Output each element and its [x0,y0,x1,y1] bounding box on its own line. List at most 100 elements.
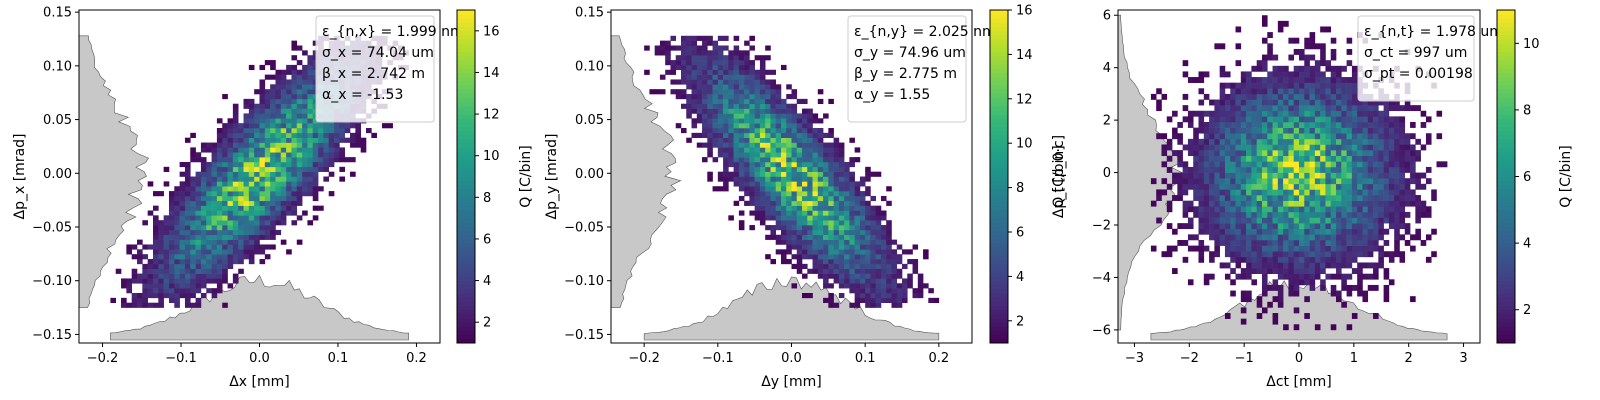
histogram-bin [886,249,892,255]
histogram-bin [891,254,898,260]
histogram-bin [1373,245,1379,252]
colorbar-segment [990,76,1008,82]
histogram-bin [248,157,255,163]
histogram-bin [1246,99,1252,106]
histogram-bin [1283,71,1289,78]
histogram-bin [1214,116,1220,123]
histogram-bin [227,195,234,202]
histogram-bin [780,98,787,105]
histogram-bin [307,108,314,114]
histogram-bin [1299,150,1305,157]
histogram-bin [259,123,266,129]
histogram-bin [807,186,813,192]
colorbar-segment [1497,330,1515,336]
histogram-bin [1336,93,1342,100]
histogram-bin [833,186,840,192]
histogram-bin [190,191,196,197]
histogram-bin [686,74,692,80]
histogram-bin [1351,88,1358,95]
histogram-bin [1399,138,1406,145]
histogram-bin [227,234,234,240]
histogram-bin [142,302,148,308]
histogram-bin [1224,200,1231,207]
histogram-bin [828,176,834,182]
colorbar-segment [990,180,1008,186]
histogram-bin [807,113,813,119]
histogram-bin [707,98,713,105]
histogram-bin [1272,88,1279,95]
histogram-bin [838,249,845,255]
histogram-bin [1224,189,1231,196]
histogram-bin [675,89,682,95]
histogram-bin [733,55,740,61]
histogram-bin [1341,183,1347,190]
histogram-bin [1394,122,1400,128]
histogram-bin [227,127,234,134]
histogram-bin [238,166,244,172]
histogram-bin [1261,65,1268,72]
histogram-bin [184,273,191,279]
histogram-bin [307,103,314,109]
histogram-bin [254,239,260,245]
histogram-bin [791,215,798,221]
histogram-bin [780,64,787,71]
histogram-bin [1336,133,1342,140]
histogram-bin [264,215,271,221]
histogram-bin [1325,133,1332,140]
histogram-bin [1203,93,1210,100]
x-tick-label: −2 [1180,351,1199,366]
histogram-bin [849,210,855,216]
colorbar-segment [990,188,1008,194]
histogram-bin [1314,228,1321,235]
histogram-bin [875,234,882,240]
colorbar-tick-label: 14 [1016,48,1033,63]
histogram-bin [707,55,713,61]
x-tick-label: −3 [1125,351,1144,366]
histogram-bin [928,297,934,303]
histogram-bin [780,108,787,114]
histogram-bin [775,161,782,168]
histogram-bin [206,147,212,153]
histogram-bin [1388,183,1395,190]
histogram-bin [1314,138,1321,145]
histogram-bin [1224,116,1231,123]
colorbar-segment [1497,39,1515,44]
histogram-bin [270,195,276,202]
histogram-bin [759,195,766,202]
colorbar-segment [1497,59,1515,65]
histogram-bin [828,132,834,138]
histogram-bin [723,45,729,51]
histogram-bin [1314,211,1321,218]
histogram-bin [1261,166,1268,173]
histogram-bin [152,239,159,245]
histogram-bin [286,205,292,211]
colorbar-segment [457,268,475,273]
histogram-bin [891,249,898,255]
histogram-bin [854,191,861,197]
histogram-bin [1304,122,1310,128]
histogram-bin [286,249,292,255]
histogram-bin [195,254,202,260]
histogram-bin [686,50,692,56]
histogram-bin [802,118,808,124]
histogram-bin [1394,133,1400,140]
histogram-bin [754,137,761,143]
histogram-bin [1378,110,1384,117]
histogram-bin [865,191,871,197]
histogram-bin [1357,133,1363,140]
histogram-bin [232,186,239,192]
histogram-bin [828,186,834,192]
histogram-bin [307,137,314,143]
histogram-bin [1346,245,1353,252]
histogram-bin [216,249,223,255]
histogram-bin [786,220,792,226]
histogram-bin [733,69,740,75]
histogram-bin [823,161,829,168]
histogram-bin [179,273,186,279]
histogram-bin [296,113,303,119]
histogram-bin [1240,166,1247,173]
histogram-bin [780,123,787,129]
histogram-bin [1219,116,1226,123]
histogram-bin [1293,234,1300,241]
colorbar-segment [990,122,1008,127]
